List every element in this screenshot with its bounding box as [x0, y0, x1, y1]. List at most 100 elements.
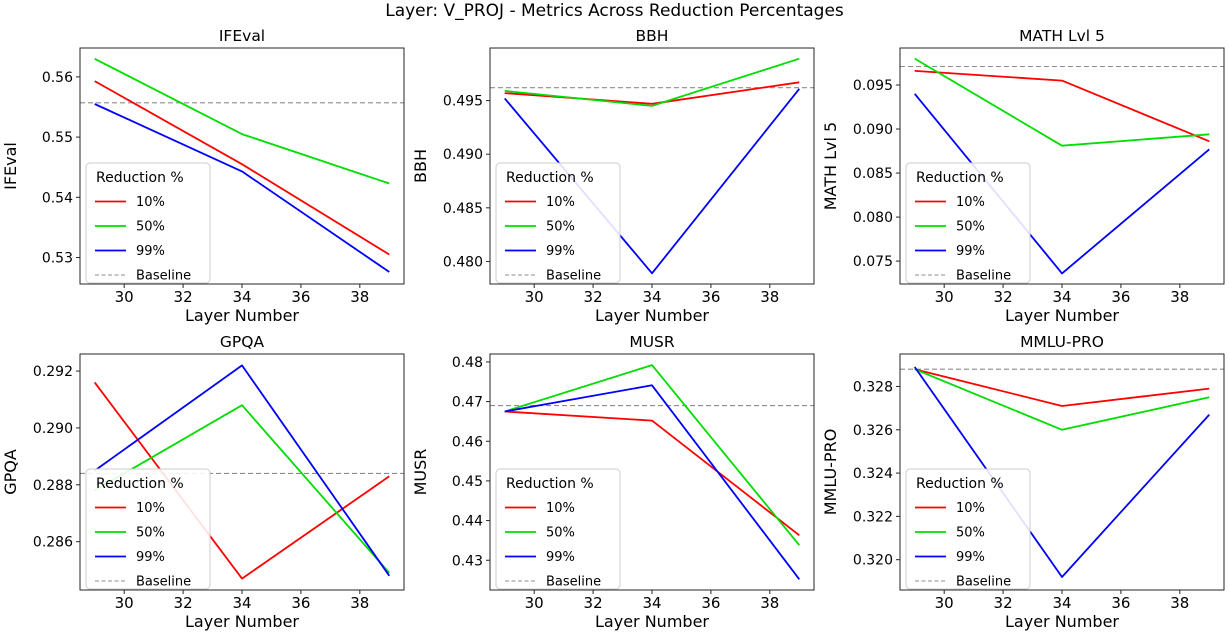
series-line-50pct [914, 368, 1210, 431]
x-tick-label: 30 [935, 594, 954, 612]
chart-cell-gpqa: GPQA 30 32 34 36 38 0.286 0.288 0.290 0.292 Layer … [0, 332, 410, 638]
x-axis-label: Layer Number [595, 612, 709, 631]
y-tick-label: 0.292 [33, 364, 73, 380]
subplot-bbh: BBH 30 32 34 36 38 0.480 0.485 0.490 0.495 Layer N… [411, 27, 815, 325]
legend-box [495, 162, 621, 284]
legend-label: 50% [546, 526, 575, 541]
x-tick-label: 34 [1052, 288, 1071, 306]
x-tick-label: 38 [760, 594, 779, 612]
x-axis-label: Layer Number [1005, 612, 1119, 631]
x-tick-label: 34 [642, 594, 661, 612]
x-tick-label: 30 [525, 594, 544, 612]
legend-label: 99% [136, 550, 165, 565]
chart-cell-mmlu-pro: MMLU-PRO 30 32 34 36 38 0.320 0.322 0.324 0.326 0.… [820, 332, 1229, 638]
legend: Reduction % 10% 50% 99% Baseline [85, 162, 211, 284]
y-tick-label: 0.480 [443, 254, 483, 270]
subplot-title: MUSR [629, 333, 675, 351]
legend: Reduction % 10% 50% 99% Baseline [905, 162, 1031, 284]
series-line-99pct [914, 93, 1210, 275]
legend-label: 99% [136, 244, 165, 259]
subplot-title: MATH Lvl 5 [1019, 27, 1105, 45]
x-tick-label: 32 [174, 594, 193, 612]
x-axis-label: Layer Number [1005, 306, 1119, 325]
x-axis-label: Layer Number [595, 306, 709, 325]
y-tick-label: 0.44 [452, 514, 483, 530]
x-tick-label: 30 [115, 594, 134, 612]
x-tick-label: 32 [584, 594, 603, 612]
y-tick-label: 0.322 [853, 509, 893, 525]
x-tick-label: 32 [174, 288, 193, 306]
legend-box [905, 162, 1031, 284]
figure-title: Layer: V_PROJ - Metrics Across Reduction… [385, 1, 844, 21]
x-tick-label: 36 [1111, 594, 1130, 612]
subplot-title: GPQA [220, 333, 265, 351]
x-tick-label: 32 [584, 288, 603, 306]
x-tick-label: 30 [115, 288, 134, 306]
x-tick-label: 34 [642, 288, 661, 306]
charts-grid: IFEval 30 32 34 36 38 0.53 0.54 0.55 0.56 Layer Nu… [0, 26, 1229, 638]
y-tick-label: 0.48 [452, 355, 483, 371]
legend-label: 50% [956, 526, 985, 541]
legend: Reduction % 10% 50% 99% Baseline [495, 162, 621, 284]
legend-title: Reduction % [916, 170, 1004, 186]
chart-cell-bbh: BBH 30 32 34 36 38 0.480 0.485 0.490 0.495 Layer N… [410, 26, 820, 332]
legend-title: Reduction % [96, 476, 184, 492]
legend-label: 50% [136, 526, 165, 541]
y-tick-label: 0.47 [452, 395, 483, 411]
subplot-title: MMLU-PRO [1020, 333, 1104, 351]
x-axis-label: Layer Number [185, 612, 299, 631]
y-tick-label: 0.085 [853, 166, 893, 182]
legend-title: Reduction % [506, 476, 594, 492]
x-tick-label: 38 [760, 288, 779, 306]
legend-label: 99% [956, 244, 985, 259]
y-tick-label: 0.45 [452, 474, 483, 490]
series-line-10pct [914, 368, 1210, 407]
legend-label: Baseline [546, 575, 601, 590]
legend-box [495, 468, 621, 590]
x-tick-label: 34 [1052, 594, 1071, 612]
y-tick-label: 0.080 [853, 210, 893, 226]
legend: Reduction % 10% 50% 99% Baseline [495, 468, 621, 590]
y-axis-label: BBH [411, 149, 430, 183]
y-tick-label: 0.320 [853, 553, 893, 569]
series-line-99pct [504, 88, 801, 275]
legend-label: Baseline [546, 269, 601, 284]
subplot-gpqa: GPQA 30 32 34 36 38 0.286 0.288 0.290 0.292 Layer … [1, 333, 405, 631]
x-tick-label: 30 [935, 288, 954, 306]
x-tick-label: 36 [1111, 288, 1130, 306]
x-tick-label: 38 [350, 288, 369, 306]
series-line-50pct [94, 57, 390, 185]
legend-label: 50% [956, 220, 985, 235]
legend-label: 10% [136, 501, 165, 516]
legend-label: 10% [546, 195, 575, 210]
legend-label: 10% [956, 195, 985, 210]
y-axis-label: IFEval [1, 142, 20, 190]
legend-title: Reduction % [96, 170, 184, 186]
x-tick-label: 38 [1170, 288, 1189, 306]
subplot-math-lvl-5: MATH Lvl 5 30 32 34 36 38 0.075 0.080 0.085 0.090… [821, 27, 1225, 325]
legend-label: 50% [136, 220, 165, 235]
y-tick-label: 0.286 [33, 535, 73, 551]
legend-title: Reduction % [916, 476, 1004, 492]
series-line-50pct [914, 57, 1210, 147]
x-tick-label: 36 [291, 288, 310, 306]
legend-label: Baseline [136, 269, 191, 284]
subplot-ifeval: IFEval 30 32 34 36 38 0.53 0.54 0.55 0.56 Layer Nu… [1, 27, 405, 325]
y-tick-label: 0.090 [853, 122, 893, 138]
chart-cell-math-lvl-5: MATH Lvl 5 30 32 34 36 38 0.075 0.080 0.085 0.090… [820, 26, 1229, 332]
x-tick-label: 36 [291, 594, 310, 612]
legend-box [905, 468, 1031, 590]
series-line-10pct [914, 70, 1210, 143]
legend-label: 50% [546, 220, 575, 235]
y-tick-label: 0.54 [42, 190, 73, 206]
legend-label: 99% [546, 550, 575, 565]
x-tick-label: 32 [994, 594, 1013, 612]
x-tick-label: 38 [1170, 594, 1189, 612]
y-tick-label: 0.328 [853, 379, 893, 395]
x-tick-label: 34 [232, 288, 251, 306]
series-line-99pct [94, 103, 390, 273]
x-tick-label: 32 [994, 288, 1013, 306]
y-axis-label: MMLU-PRO [821, 429, 840, 516]
legend-box [85, 162, 211, 284]
legend-title: Reduction % [506, 170, 594, 186]
